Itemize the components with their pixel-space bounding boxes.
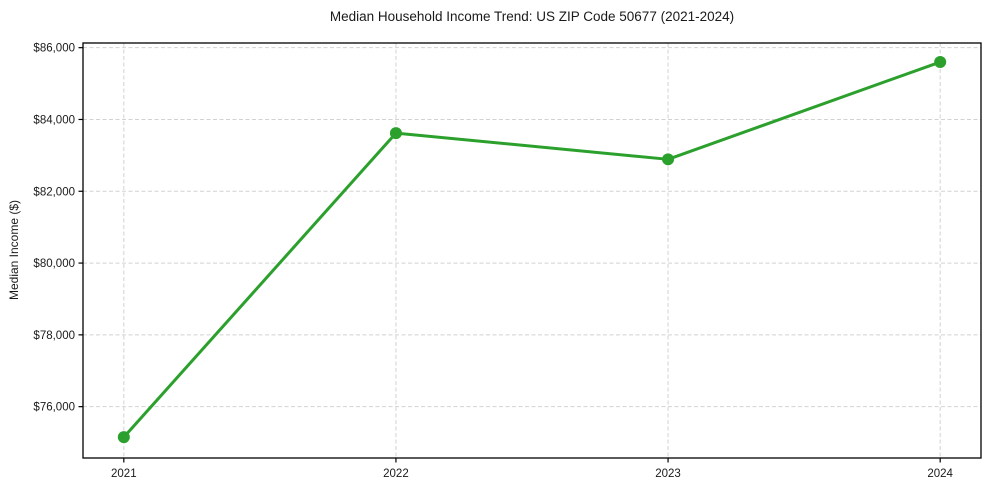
chart-title: Median Household Income Trend: US ZIP Co… [329,9,735,24]
data-point [389,127,402,140]
data-line [122,60,942,439]
data-point [934,56,947,69]
y-tick-label: $82,000 [33,186,75,198]
x-tick-label: 2021 [111,468,137,480]
x-tick-label: 2024 [927,468,953,480]
y-tick-label: $84,000 [33,114,75,126]
plot-frame [82,42,982,459]
y-axis-label: Median Income ($) [7,199,21,301]
x-tick-label: 2023 [655,468,681,480]
x-tick-label: 2022 [383,468,409,480]
y-tick-label: $76,000 [33,402,75,414]
y-tick-label: $86,000 [33,43,75,55]
y-tick-label: $78,000 [33,330,75,342]
data-point [662,153,675,166]
y-tick-label: $80,000 [33,258,75,270]
data-point [117,431,130,444]
